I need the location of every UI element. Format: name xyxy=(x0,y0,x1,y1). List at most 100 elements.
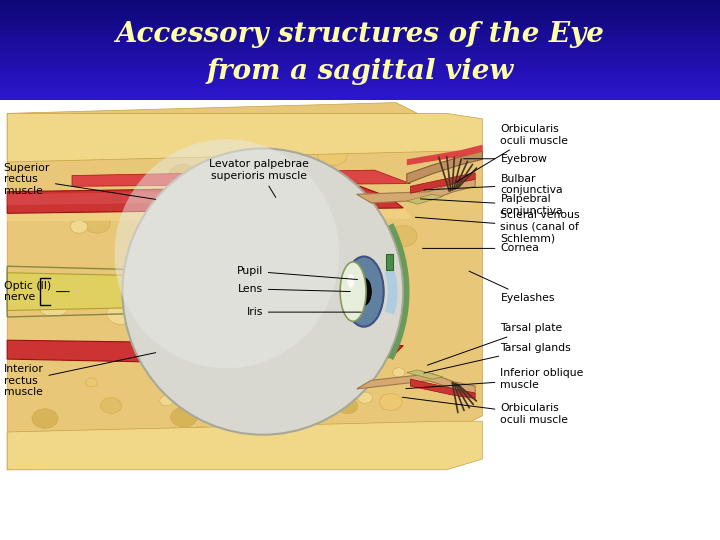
Circle shape xyxy=(317,190,330,200)
Bar xyxy=(0,80,720,85)
Text: Eyebrow: Eyebrow xyxy=(464,154,547,164)
Circle shape xyxy=(220,185,233,195)
Ellipse shape xyxy=(347,274,354,287)
Circle shape xyxy=(153,128,170,141)
Circle shape xyxy=(155,318,176,334)
Polygon shape xyxy=(410,379,475,399)
Circle shape xyxy=(333,120,355,136)
Bar xyxy=(0,50,720,55)
Text: Lens: Lens xyxy=(238,284,351,294)
Text: Superior
rectus
muscle: Superior rectus muscle xyxy=(4,163,156,199)
Circle shape xyxy=(150,252,165,263)
Circle shape xyxy=(107,290,120,299)
Circle shape xyxy=(93,278,107,288)
Circle shape xyxy=(358,392,373,403)
Circle shape xyxy=(127,119,155,139)
Circle shape xyxy=(386,292,401,304)
Circle shape xyxy=(266,154,281,166)
Polygon shape xyxy=(407,194,443,204)
Circle shape xyxy=(101,397,122,413)
Circle shape xyxy=(351,230,377,250)
Bar xyxy=(0,25,720,30)
Circle shape xyxy=(236,299,248,308)
Text: Orbicularis
oculi muscle: Orbicularis oculi muscle xyxy=(456,124,568,182)
Ellipse shape xyxy=(356,278,371,305)
Bar xyxy=(0,100,720,540)
Text: Bulbar
conjunctiva: Bulbar conjunctiva xyxy=(424,174,563,195)
Circle shape xyxy=(279,324,292,334)
Circle shape xyxy=(272,247,297,265)
Bar xyxy=(0,85,720,90)
Circle shape xyxy=(92,135,115,152)
Ellipse shape xyxy=(114,139,339,368)
Bar xyxy=(0,0,720,5)
Text: Accessory structures of the Eye: Accessory structures of the Eye xyxy=(116,22,604,49)
Circle shape xyxy=(132,133,148,146)
Circle shape xyxy=(177,344,202,363)
Text: Iris: Iris xyxy=(246,307,361,317)
Polygon shape xyxy=(407,145,482,165)
Text: from a sagittal view: from a sagittal view xyxy=(207,58,513,85)
Bar xyxy=(0,15,720,20)
Bar xyxy=(0,55,720,60)
Text: Inferior oblique
muscle: Inferior oblique muscle xyxy=(406,368,584,390)
Bar xyxy=(0,10,720,15)
Circle shape xyxy=(299,335,328,356)
Circle shape xyxy=(302,294,321,308)
Circle shape xyxy=(284,254,312,275)
Bar xyxy=(0,90,720,95)
Circle shape xyxy=(337,399,358,414)
Polygon shape xyxy=(7,273,130,310)
Circle shape xyxy=(214,275,244,298)
Text: Cornea: Cornea xyxy=(423,244,539,253)
Polygon shape xyxy=(7,186,403,213)
Circle shape xyxy=(161,117,191,139)
Polygon shape xyxy=(7,189,389,205)
Circle shape xyxy=(167,249,179,258)
Circle shape xyxy=(228,334,255,354)
Text: Palpebral
conjunctiva: Palpebral conjunctiva xyxy=(420,194,563,216)
Bar xyxy=(0,45,720,50)
Text: Levator palpebrae
superioris muscle: Levator palpebrae superioris muscle xyxy=(210,159,309,198)
Circle shape xyxy=(171,407,197,427)
Circle shape xyxy=(189,174,204,186)
Circle shape xyxy=(318,144,347,166)
Circle shape xyxy=(169,165,197,185)
Circle shape xyxy=(294,400,315,416)
Text: Scleral venous
sinus (canal of
Schlemm): Scleral venous sinus (canal of Schlemm) xyxy=(415,210,580,244)
Bar xyxy=(0,40,720,45)
Bar xyxy=(0,60,720,65)
Circle shape xyxy=(160,395,174,406)
Polygon shape xyxy=(407,151,482,184)
Bar xyxy=(0,35,720,40)
Bar xyxy=(0,70,720,75)
Text: Pupil: Pupil xyxy=(237,266,358,280)
Polygon shape xyxy=(410,173,475,193)
Polygon shape xyxy=(407,370,443,379)
Bar xyxy=(0,5,720,10)
Polygon shape xyxy=(7,421,482,470)
Circle shape xyxy=(311,294,328,307)
Text: Eyelashes: Eyelashes xyxy=(469,271,555,303)
Circle shape xyxy=(85,437,101,450)
Circle shape xyxy=(86,378,97,387)
Text: Orbicularis
oculi muscle: Orbicularis oculi muscle xyxy=(402,397,568,425)
Circle shape xyxy=(107,303,135,325)
Circle shape xyxy=(392,368,405,377)
Bar xyxy=(0,95,720,100)
Circle shape xyxy=(287,294,315,315)
Circle shape xyxy=(146,430,166,445)
Circle shape xyxy=(32,409,58,428)
Circle shape xyxy=(215,354,233,367)
Bar xyxy=(0,65,720,70)
Circle shape xyxy=(60,117,86,137)
Circle shape xyxy=(379,394,402,410)
Ellipse shape xyxy=(344,256,384,327)
Text: Optic (II)
nerve: Optic (II) nerve xyxy=(4,281,69,302)
Circle shape xyxy=(38,293,70,316)
Polygon shape xyxy=(72,170,410,186)
Polygon shape xyxy=(7,113,482,162)
Circle shape xyxy=(210,255,225,266)
Circle shape xyxy=(68,120,98,143)
Bar xyxy=(0,30,720,35)
